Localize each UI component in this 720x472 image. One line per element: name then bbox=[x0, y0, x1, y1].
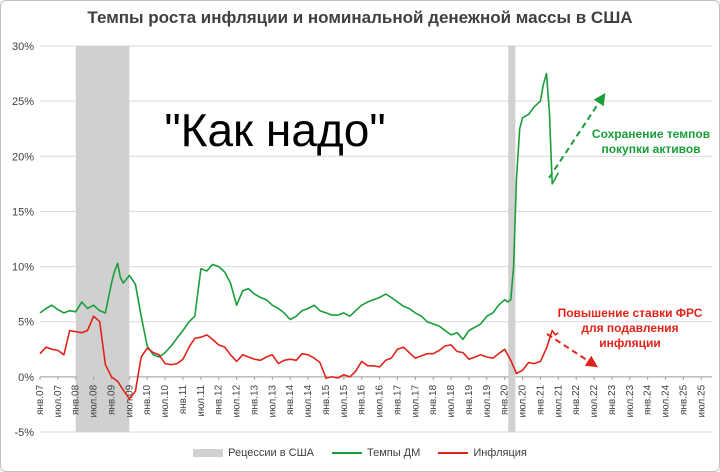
x-tick-label: янв.11 bbox=[178, 384, 189, 414]
series-layer bbox=[39, 72, 560, 400]
x-tick-label: янв.09 bbox=[106, 384, 117, 415]
x-tick-label: июл.20 bbox=[518, 384, 529, 417]
arrow-red-dashed bbox=[546, 333, 599, 368]
x-tick-label: янв.23 bbox=[607, 384, 618, 415]
x-tick-label: янв.17 bbox=[392, 384, 403, 415]
recession-band bbox=[508, 46, 516, 432]
arrow-green-dashed bbox=[548, 92, 606, 179]
x-tick-label: июл.08 bbox=[89, 384, 100, 417]
legend-swatch-inflation bbox=[438, 452, 469, 454]
x-tick-label: янв.15 bbox=[321, 384, 332, 415]
y-tick-label: 10% bbox=[12, 262, 34, 274]
y-tick-label: 0% bbox=[18, 372, 34, 384]
x-tick-label: янв.22 bbox=[571, 384, 582, 415]
legend-swatch-recessions bbox=[193, 449, 224, 457]
x-tick-label: янв.18 bbox=[428, 384, 439, 415]
x-tick-label: янв.19 bbox=[464, 384, 475, 415]
legend-label-money-supply: Темпы ДМ bbox=[366, 447, 421, 459]
x-tick-label: июл.19 bbox=[482, 384, 493, 417]
legend-item-inflation: Инфляция bbox=[438, 447, 527, 459]
x-tick-label: июл.22 bbox=[589, 384, 600, 417]
x-tick-label: июл.12 bbox=[232, 384, 243, 417]
recession-band bbox=[75, 46, 130, 432]
annotation-line: Повышение ставки ФРС bbox=[558, 306, 703, 320]
series-line-money-supply bbox=[39, 72, 560, 358]
x-tick-label: июл.23 bbox=[625, 384, 636, 417]
x-tick-label: июл.21 bbox=[553, 384, 564, 417]
x-tick-label: янв.13 bbox=[249, 384, 260, 415]
x-tick-label: янв.10 bbox=[142, 384, 153, 415]
legend-label-recessions: Рецессии в США bbox=[228, 447, 314, 459]
y-axis-ticks: -5% 0% 5% 10% 15% 20% 25% 30% bbox=[12, 41, 34, 439]
annotation-line: инфляции bbox=[599, 336, 661, 350]
annotation-line: покупки активов bbox=[601, 142, 700, 156]
series-line-inflation bbox=[39, 315, 559, 400]
x-tick-label: янв.07 bbox=[35, 384, 46, 415]
y-tick-label: -5% bbox=[14, 427, 34, 439]
y-tick-label: 30% bbox=[12, 41, 34, 53]
legend: Рецессии в США Темпы ДМ Инфляция bbox=[0, 447, 720, 459]
y-tick-label: 5% bbox=[18, 317, 34, 329]
x-tick-label: июл.25 bbox=[696, 384, 707, 417]
annotation-line: Сохранение темпов bbox=[592, 127, 710, 141]
x-tick-label: янв.24 bbox=[643, 384, 654, 415]
chart-title: Темпы роста инфляции и номинальной денеж… bbox=[87, 8, 633, 27]
x-tick-label: июл.16 bbox=[375, 384, 386, 417]
x-tick-label: янв.08 bbox=[71, 384, 82, 415]
x-tick-label: июл.18 bbox=[446, 384, 457, 417]
x-tick-label: янв.12 bbox=[214, 384, 225, 415]
legend-item-recessions: Рецессии в США bbox=[193, 447, 314, 459]
y-tick-label: 20% bbox=[12, 151, 34, 163]
x-tick-label: июл.07 bbox=[53, 384, 64, 417]
x-tick-label: июл.09 bbox=[124, 384, 135, 417]
y-tick-label: 15% bbox=[12, 206, 34, 218]
big-annotation: "Как надо" bbox=[164, 104, 385, 156]
x-tick-label: янв.25 bbox=[678, 384, 689, 415]
annotation-line: для подавления bbox=[581, 321, 678, 335]
legend-swatch-money-supply bbox=[331, 452, 362, 454]
legend-item-money-supply: Темпы ДМ bbox=[331, 447, 421, 459]
x-axis-ticks: янв.07 июл.07 янв.08 июл.08 янв.09 июл.09 янв.… bbox=[35, 376, 707, 417]
x-tick-label: июл.24 bbox=[661, 384, 672, 417]
x-tick-label: янв.21 bbox=[535, 384, 546, 415]
x-tick-label: янв.16 bbox=[357, 384, 368, 415]
chart-canvas: -5%0%5%10%15%20%25%30% янв.07 июл.07 янв.0… bbox=[12, 41, 712, 439]
x-tick-label: июл.15 bbox=[339, 384, 350, 417]
x-tick-label: июл.13 bbox=[267, 384, 278, 417]
y-tick-label: 25% bbox=[12, 96, 34, 108]
recession-layer bbox=[75, 46, 516, 432]
annotation-arrows bbox=[546, 92, 606, 368]
x-tick-label: июл.14 bbox=[303, 384, 314, 417]
x-tick-label: июл.10 bbox=[160, 384, 171, 417]
x-tick-label: июл.11 bbox=[196, 384, 207, 416]
legend-label-inflation: Инфляция bbox=[473, 447, 527, 459]
x-tick-label: июл.17 bbox=[410, 384, 421, 417]
x-tick-label: янв.14 bbox=[285, 384, 296, 415]
x-tick-label: янв.20 bbox=[500, 384, 511, 415]
